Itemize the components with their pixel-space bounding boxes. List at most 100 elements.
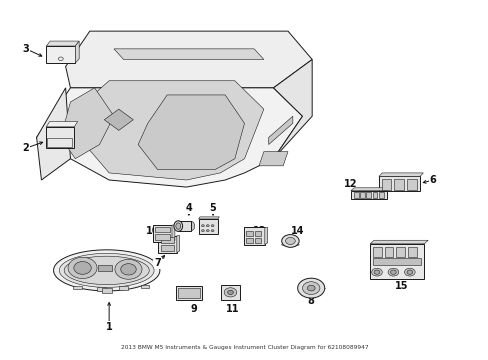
Text: 13: 13 xyxy=(253,226,266,237)
Polygon shape xyxy=(138,95,244,169)
Text: 2013 BMW M5 Instruments & Gauges Instrument Cluster Diagram for 62108089947: 2013 BMW M5 Instruments & Gauges Instrum… xyxy=(121,345,367,350)
Circle shape xyxy=(285,238,295,244)
Bar xyxy=(176,286,202,300)
Bar xyxy=(46,46,75,63)
Polygon shape xyxy=(54,250,160,291)
Bar xyxy=(155,234,169,240)
Ellipse shape xyxy=(176,223,180,229)
Polygon shape xyxy=(65,31,311,88)
Bar xyxy=(152,225,172,242)
Polygon shape xyxy=(59,253,154,287)
Polygon shape xyxy=(259,152,287,166)
Text: 15: 15 xyxy=(394,281,407,291)
Polygon shape xyxy=(37,88,70,180)
Bar xyxy=(395,247,404,257)
Text: 11: 11 xyxy=(225,304,239,314)
Circle shape xyxy=(297,278,324,298)
Polygon shape xyxy=(75,41,79,63)
Bar xyxy=(353,192,358,198)
Circle shape xyxy=(281,235,299,247)
Bar xyxy=(161,244,174,251)
Bar xyxy=(254,238,261,243)
Circle shape xyxy=(201,225,204,227)
Bar xyxy=(221,285,239,300)
Text: 7: 7 xyxy=(154,258,161,268)
Text: 8: 8 xyxy=(307,296,314,306)
Bar xyxy=(372,192,377,198)
Circle shape xyxy=(201,230,204,232)
Text: 6: 6 xyxy=(429,175,435,185)
Bar xyxy=(407,247,416,257)
Circle shape xyxy=(387,268,398,276)
Polygon shape xyxy=(61,88,114,159)
Polygon shape xyxy=(264,228,267,244)
Circle shape xyxy=(302,282,319,294)
Bar xyxy=(140,285,149,288)
Bar xyxy=(178,288,199,298)
Ellipse shape xyxy=(174,221,182,231)
Bar xyxy=(98,265,111,271)
Polygon shape xyxy=(104,109,133,130)
Bar xyxy=(381,179,391,190)
Polygon shape xyxy=(273,59,311,159)
Polygon shape xyxy=(85,81,264,180)
Polygon shape xyxy=(37,88,302,187)
Circle shape xyxy=(206,230,209,232)
Bar xyxy=(406,179,416,190)
Bar xyxy=(119,286,127,290)
Bar xyxy=(369,244,424,279)
Bar xyxy=(161,237,174,243)
Polygon shape xyxy=(114,49,264,59)
Bar xyxy=(350,191,386,199)
Bar xyxy=(359,192,364,198)
Bar xyxy=(73,285,81,289)
Polygon shape xyxy=(378,173,423,176)
Polygon shape xyxy=(46,41,79,46)
Circle shape xyxy=(68,257,97,279)
Circle shape xyxy=(373,270,379,274)
Text: 9: 9 xyxy=(190,304,197,314)
Circle shape xyxy=(390,270,395,274)
Bar xyxy=(393,179,403,190)
Bar xyxy=(372,258,420,265)
Bar xyxy=(378,192,383,198)
Bar xyxy=(97,287,105,291)
Polygon shape xyxy=(46,122,78,127)
Circle shape xyxy=(211,225,214,227)
Circle shape xyxy=(371,268,382,276)
Bar xyxy=(366,192,370,198)
Bar xyxy=(245,231,252,236)
Circle shape xyxy=(115,260,142,279)
Text: 2: 2 xyxy=(22,143,29,153)
Bar xyxy=(378,176,419,192)
Circle shape xyxy=(211,230,214,232)
Text: 4: 4 xyxy=(185,203,192,213)
Ellipse shape xyxy=(281,243,299,246)
Text: 3: 3 xyxy=(22,44,29,54)
Polygon shape xyxy=(64,256,149,284)
Bar xyxy=(198,219,218,234)
Circle shape xyxy=(404,268,414,276)
Text: 10: 10 xyxy=(145,226,159,237)
Bar xyxy=(372,247,381,257)
Circle shape xyxy=(227,290,233,294)
Circle shape xyxy=(224,288,236,297)
Polygon shape xyxy=(177,236,180,253)
Polygon shape xyxy=(198,217,219,219)
Bar xyxy=(155,227,169,233)
Bar xyxy=(384,247,393,257)
Ellipse shape xyxy=(187,221,194,231)
Polygon shape xyxy=(178,221,191,231)
Text: 5: 5 xyxy=(209,203,216,213)
Circle shape xyxy=(406,270,412,274)
Bar xyxy=(46,127,74,148)
Text: 12: 12 xyxy=(344,179,357,189)
Text: 14: 14 xyxy=(290,226,304,237)
Circle shape xyxy=(121,264,136,275)
Bar xyxy=(245,238,252,243)
Polygon shape xyxy=(172,225,175,242)
Polygon shape xyxy=(369,240,427,244)
Bar xyxy=(158,236,177,253)
Polygon shape xyxy=(268,116,292,145)
Text: 1: 1 xyxy=(105,322,112,332)
